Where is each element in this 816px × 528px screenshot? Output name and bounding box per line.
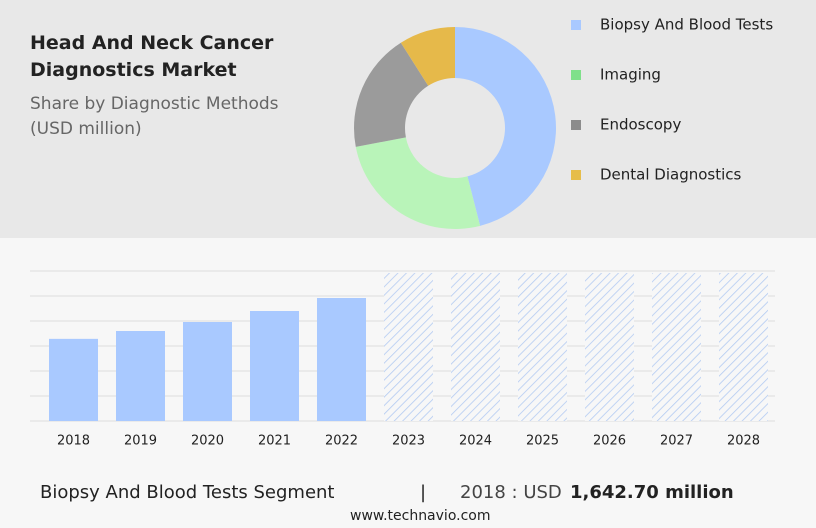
legend-swatch xyxy=(571,70,581,80)
legend-label: Imaging xyxy=(600,66,661,84)
bar xyxy=(49,338,98,421)
x-tick-label: 2021 xyxy=(258,434,291,449)
legend-label: Dental Diagnostics xyxy=(600,166,742,184)
x-tick-label: 2028 xyxy=(727,434,760,449)
donut-slice xyxy=(354,42,429,147)
footer-year: 2018 : USD xyxy=(460,482,562,503)
legend-swatch xyxy=(571,170,581,180)
forecast-placeholder xyxy=(451,273,500,421)
forecast-placeholder xyxy=(585,273,634,421)
x-tick-label: 2024 xyxy=(459,434,492,449)
subtitle: Share by Diagnostic Methods (USD million… xyxy=(30,94,279,139)
bar xyxy=(183,322,232,421)
x-tick-label: 2019 xyxy=(124,434,157,449)
forecast-placeholder xyxy=(384,273,433,421)
forecast-placeholder xyxy=(518,273,567,421)
source: www.technavio.com xyxy=(350,508,491,524)
footer-value: 1,642.70 million xyxy=(570,482,734,503)
donut-slice xyxy=(355,137,481,229)
donut-slice xyxy=(455,27,556,226)
footer-segment: Biopsy And Blood Tests Segment xyxy=(40,482,335,503)
bar xyxy=(250,311,299,421)
legend-label: Biopsy And Blood Tests xyxy=(600,16,773,34)
x-tick-label: 2020 xyxy=(191,434,224,449)
title: Head And Neck Cancer Diagnostics Market xyxy=(30,32,274,81)
x-tick-label: 2025 xyxy=(526,434,559,449)
forecast-placeholder xyxy=(652,273,701,421)
donut-slice xyxy=(400,27,455,86)
x-tick-label: 2023 xyxy=(392,434,425,449)
forecast-placeholder xyxy=(719,273,768,421)
legend-swatch xyxy=(571,20,581,30)
x-tick-label: 2018 xyxy=(57,434,90,449)
x-tick-label: 2027 xyxy=(660,434,693,449)
legend-label: Endoscopy xyxy=(600,116,681,134)
x-tick-label: 2022 xyxy=(325,434,358,449)
bar xyxy=(116,331,165,421)
x-tick-label: 2026 xyxy=(593,434,626,449)
legend-swatch xyxy=(571,120,581,130)
bar xyxy=(317,298,366,421)
footer-separator: | xyxy=(420,482,427,503)
